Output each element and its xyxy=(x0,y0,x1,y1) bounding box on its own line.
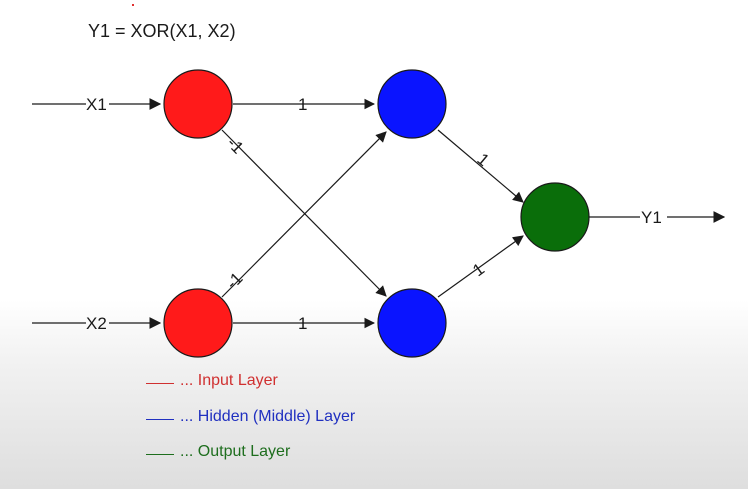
legend-input: ... Input Layer xyxy=(146,372,278,390)
input-x2-label: X2 xyxy=(86,314,107,333)
legend-hidden-label: ... Hidden (Middle) Layer xyxy=(180,408,356,425)
stray-dot xyxy=(132,4,134,6)
legend-hidden-swatch xyxy=(146,419,174,420)
edge-h2-output xyxy=(437,235,524,298)
weight-x2-h2: 1 xyxy=(298,314,307,333)
edge-x2-h1 xyxy=(221,131,387,298)
weight-x1-h1: 1 xyxy=(298,95,307,114)
input-x1-label: X1 xyxy=(86,95,107,114)
hidden-node-2 xyxy=(377,288,447,358)
edge-h1-output xyxy=(437,129,524,203)
output-y1-label: Y1 xyxy=(641,208,662,227)
output-node-y1 xyxy=(520,182,590,252)
weight-x1-h2: -1 xyxy=(223,133,247,157)
legend-input-swatch xyxy=(146,383,174,384)
edge-x1-h2 xyxy=(221,129,387,297)
legend-output-swatch xyxy=(146,454,174,455)
legend-hidden: ... Hidden (Middle) Layer xyxy=(146,408,355,426)
diagram-title: Y1 = XOR(X1, X2) xyxy=(88,21,236,41)
legend-input-label: ... Input Layer xyxy=(180,372,278,389)
hidden-node-1 xyxy=(377,69,447,139)
input-node-x1 xyxy=(163,69,233,139)
legend-output: ... Output Layer xyxy=(146,443,290,461)
legend-output-label: ... Output Layer xyxy=(180,443,291,460)
weight-h1-output: 1 xyxy=(473,150,492,171)
weight-x2-h1: -1 xyxy=(222,269,246,293)
input-node-x2 xyxy=(163,288,233,358)
